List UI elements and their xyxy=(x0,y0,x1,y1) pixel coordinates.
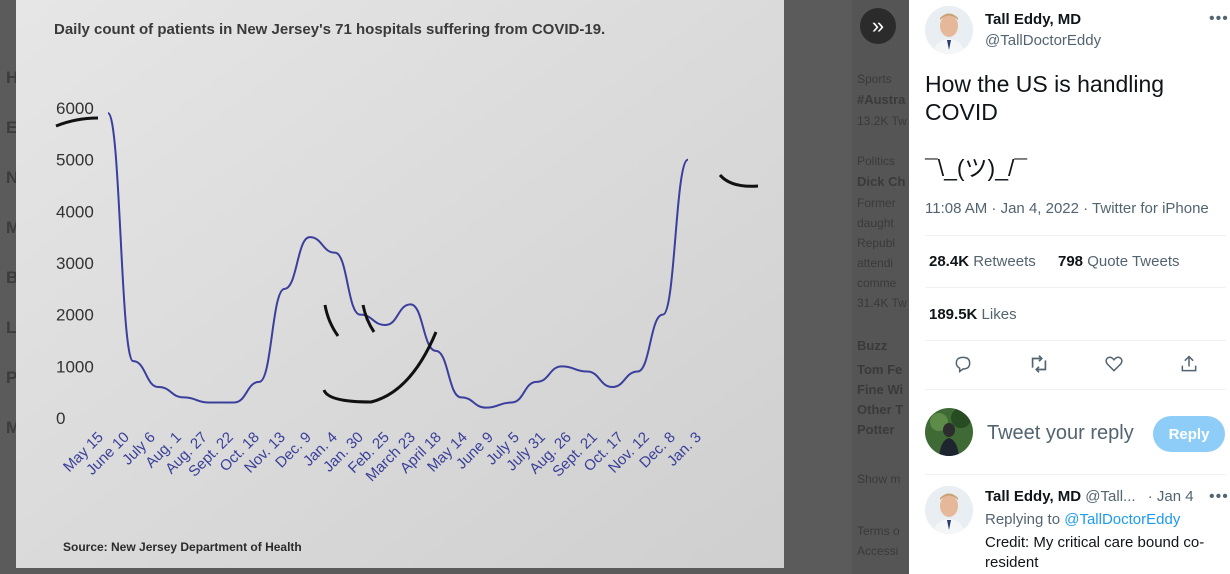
likes-label: Likes xyxy=(981,306,1017,323)
tweet-photo: Daily count of patients in New Jersey's … xyxy=(16,0,784,568)
background-trend-line: daught xyxy=(857,216,894,230)
divider xyxy=(925,287,1226,288)
doodle-scribble-6000 xyxy=(55,116,99,128)
divider xyxy=(925,340,1226,341)
background-trend-line: Republ xyxy=(857,236,896,250)
quotes-count: 798 xyxy=(1058,253,1084,270)
divider xyxy=(925,235,1226,236)
background-trend-line: Fine Wi xyxy=(857,382,904,397)
y-tick-label: 1000 xyxy=(56,357,94,376)
likes-count: 189.5K xyxy=(929,306,978,323)
divider xyxy=(925,474,1226,475)
background-nav-letter: P xyxy=(6,368,18,387)
more-options-icon[interactable]: ••• xyxy=(1209,10,1229,27)
background-trend-line: Show m xyxy=(857,472,901,486)
quotes-label: Quote Tweets xyxy=(1087,253,1180,270)
replying-to-link[interactable]: @TallDoctorEddy xyxy=(1064,511,1181,528)
data-line xyxy=(107,112,689,409)
reply-more-options-icon[interactable]: ••• xyxy=(1209,488,1229,505)
background-trend-line: Tom Fe xyxy=(857,362,903,377)
retweet-action[interactable] xyxy=(1027,352,1051,376)
background-nav-letter: H xyxy=(6,68,19,87)
author-name[interactable]: Tall Eddy, MD xyxy=(985,11,1082,28)
doodle-right-eye xyxy=(361,304,376,333)
background-trend-line: Former xyxy=(857,196,896,210)
background-nav-letter: B xyxy=(6,268,19,287)
background-trend-line: Buzz xyxy=(857,338,888,353)
y-tick-label: 4000 xyxy=(56,202,94,221)
background-trend-line: Terms o xyxy=(857,524,900,538)
replying-to-prefix: Replying to xyxy=(985,511,1061,528)
author-handle[interactable]: @TallDoctorEddy xyxy=(985,32,1102,49)
reply-button[interactable]: Reply xyxy=(1153,416,1225,452)
quote-tweets-stat[interactable]: 798 Quote Tweets xyxy=(1058,253,1179,270)
user-photo-icon xyxy=(925,408,973,456)
reply-action[interactable] xyxy=(951,352,975,376)
reply-author-handle[interactable]: @Tall... xyxy=(1085,488,1136,505)
background-trend-line: Accessi xyxy=(857,544,899,558)
author-avatar[interactable] xyxy=(925,6,973,54)
reply-text: Credit: My critical care bound co-reside… xyxy=(985,534,1205,571)
doodle-smile xyxy=(322,331,438,404)
background-trend-line: Other T xyxy=(857,402,904,417)
y-tick-label: 0 xyxy=(56,409,65,428)
chart-title: Daily count of patients in New Jersey's … xyxy=(54,21,605,38)
heart-icon xyxy=(1105,356,1123,372)
replying-to-line: Replying to @TallDoctorEddy xyxy=(985,511,1180,528)
y-axis-ticks: 6000 5000 4000 3000 2000 1000 0 xyxy=(56,99,94,428)
chart-source: Source: New Jersey Department of Health xyxy=(63,540,302,554)
retweet-icon xyxy=(1031,355,1047,373)
reply-author-name[interactable]: Tall Eddy, MD xyxy=(985,488,1082,505)
tweet-timestamp[interactable]: 11:08 AM · Jan 4, 2022 · Twitter for iPh… xyxy=(925,200,1209,217)
reply-author-avatar[interactable] xyxy=(925,486,973,534)
background-nav-letter: N xyxy=(6,168,19,187)
comment-icon xyxy=(955,356,971,373)
likes-stat[interactable]: 189.5K Likes xyxy=(929,306,1017,323)
retweets-stat[interactable]: 28.4K Retweets xyxy=(929,253,1036,270)
tweet-panel: Tall Eddy, MD @TallDoctorEddy ••• How th… xyxy=(909,0,1230,574)
background-trend-line: Politics xyxy=(857,154,896,168)
retweets-label: Retweets xyxy=(973,253,1036,270)
share-action[interactable] xyxy=(1177,352,1201,376)
background-trend-line: #Austra xyxy=(857,92,906,107)
expand-button[interactable]: » xyxy=(860,8,896,44)
current-user-avatar[interactable] xyxy=(925,408,973,456)
background-trend-line: attendi xyxy=(857,256,894,270)
avatar-portrait-icon xyxy=(925,486,973,534)
tweet-text: How the US is handling COVID ¯\_(ツ)_/¯ xyxy=(925,71,1165,181)
y-tick-label: 6000 xyxy=(56,99,94,118)
doodle-left-eye xyxy=(323,304,340,337)
double-chevron-right-icon: » xyxy=(871,13,885,38)
background-nav-letter: L xyxy=(6,318,17,337)
y-tick-label: 5000 xyxy=(56,151,94,170)
doodle-eyebrow xyxy=(718,173,759,188)
y-tick-label: 2000 xyxy=(56,306,94,325)
reply-input[interactable]: Tweet your reply xyxy=(987,422,1134,444)
divider xyxy=(925,389,1226,390)
background-trend-line: Dick Ch xyxy=(857,174,906,189)
y-tick-label: 3000 xyxy=(56,254,94,273)
share-icon xyxy=(1181,355,1197,372)
background-trends: Sports #Austra 13.2K Tw Politics Dick Ch Form… xyxy=(852,0,912,574)
background-nav-letter: E xyxy=(6,118,18,137)
reply-header: Tall Eddy, MD @Tall... · Jan 4 xyxy=(985,488,1194,505)
background-trend-line: Potter xyxy=(857,422,895,437)
background-trend-line: 13.2K Tw xyxy=(857,114,907,128)
background-trend-line: comme xyxy=(857,276,897,290)
background-trend-line: Sports xyxy=(857,72,892,86)
reply-date[interactable]: · Jan 4 xyxy=(1147,488,1194,505)
chart-photo-svg: Daily count of patients in New Jersey's … xyxy=(16,0,784,568)
background-trend-line: 31.4K Tw xyxy=(857,296,907,310)
retweets-count: 28.4K xyxy=(929,253,970,270)
avatar-portrait-icon xyxy=(925,6,973,54)
like-action[interactable] xyxy=(1102,352,1126,376)
